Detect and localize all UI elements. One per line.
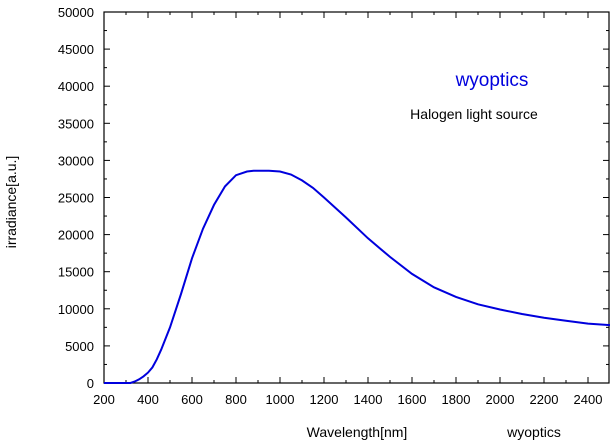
plot-area [103, 11, 610, 384]
x-tick-label: 1800 [442, 392, 471, 407]
y-axis-label: irradiance[a.u.] [3, 156, 19, 249]
y-tick-label: 35000 [58, 116, 94, 131]
x-tick-label: 1200 [310, 392, 339, 407]
plot-frame [103, 11, 610, 384]
x-tick-label: 2200 [530, 392, 559, 407]
footer-text: wyoptics [506, 424, 561, 440]
y-tick-label: 20000 [58, 228, 94, 243]
x-tick-label: 2400 [574, 392, 603, 407]
annotation-title: wyoptics [455, 70, 529, 91]
axis-ticks [103, 11, 609, 384]
y-tick-label: 0 [87, 376, 94, 391]
x-tick-label: 2000 [486, 392, 515, 407]
y-tick-label: 25000 [58, 191, 94, 206]
y-tick-label: 15000 [58, 265, 94, 280]
y-tick-label: 50000 [58, 5, 94, 20]
annotation-subtitle: Halogen light source [410, 106, 538, 122]
x-axis-label: Wavelength[nm] [307, 424, 408, 440]
x-tick-label: 800 [225, 392, 247, 407]
y-tick-label: 10000 [58, 302, 94, 317]
y-tick-label: 45000 [58, 42, 94, 57]
x-tick-label: 1400 [354, 392, 383, 407]
y-tick-label: 5000 [65, 339, 94, 354]
x-tick-label: 200 [93, 392, 115, 407]
y-tick-label: 40000 [58, 79, 94, 94]
tick-labels: 200 400 600 800 1000 1200 1400 1600 1800 2000 2200… [58, 5, 603, 407]
x-tick-label: 1600 [398, 392, 427, 407]
series-line [104, 169, 610, 384]
x-tick-label: 400 [137, 392, 159, 407]
x-tick-label: 1000 [266, 392, 295, 407]
y-tick-label: 30000 [58, 153, 94, 168]
x-tick-label: 600 [181, 392, 203, 407]
